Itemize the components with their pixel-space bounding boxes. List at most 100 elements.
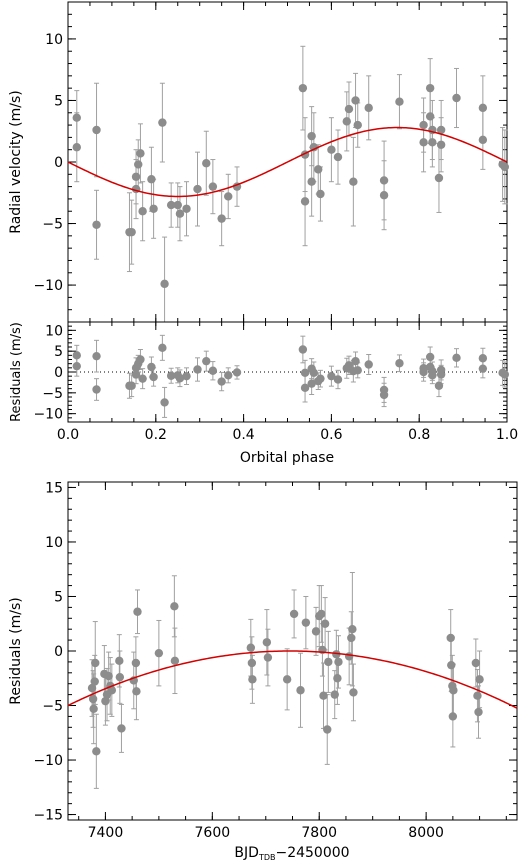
data-point [333, 674, 342, 683]
data-point [317, 609, 326, 619]
data-point [446, 633, 455, 643]
rv-errorbars [74, 45, 508, 323]
data-point [425, 352, 435, 362]
data-point [72, 351, 81, 360]
data-point [154, 648, 164, 658]
data-point [166, 200, 176, 210]
data-point [436, 125, 446, 135]
data-point [428, 366, 437, 376]
res-ytick-label: 5 [54, 344, 63, 360]
data-point [347, 633, 356, 643]
xlabel-offset: −2450000 [275, 845, 349, 861]
data-point [202, 159, 211, 168]
data-point [334, 657, 343, 667]
data-point [344, 104, 354, 114]
data-point [296, 686, 305, 695]
data-point [300, 197, 310, 206]
data-point [149, 372, 158, 382]
time-ytick-label: −10 [33, 753, 63, 769]
data-point [449, 686, 458, 695]
data-point [448, 712, 458, 721]
data-point [298, 345, 308, 354]
residuals-phase-ylabel: Residuals (m/s) [9, 322, 24, 422]
data-point [316, 189, 325, 199]
residuals-time-panel: Residuals (m/s) BJDTDB−2450000 7400 7600 7… [8, 480, 518, 862]
res-xtick-label: 0.4 [232, 427, 254, 443]
data-point [500, 370, 510, 379]
data-point [72, 143, 81, 152]
data-point [208, 366, 218, 375]
data-point [344, 361, 354, 370]
data-point [395, 97, 404, 106]
data-point [217, 214, 226, 223]
data-point [300, 383, 310, 393]
data-point [425, 83, 435, 93]
res-xtick-label: 0.6 [320, 427, 342, 443]
time-ytick-label: −15 [33, 808, 63, 824]
data-point [90, 677, 99, 686]
rv-ytick-label: 5 [54, 93, 63, 109]
data-point [327, 145, 336, 154]
time-ytick-label: −5 [42, 699, 63, 715]
data-point [379, 390, 389, 400]
data-point [182, 371, 191, 381]
data-point [342, 117, 351, 126]
data-point [87, 683, 97, 693]
data-point [332, 650, 341, 659]
data-point [136, 149, 145, 158]
res-ytick-label: −5 [42, 386, 63, 402]
data-point [158, 343, 167, 353]
data-point [452, 93, 461, 103]
data-point [452, 353, 461, 363]
data-point [170, 602, 179, 611]
data-point [104, 671, 113, 681]
data-point [364, 360, 373, 369]
data-point [131, 658, 141, 668]
data-point [330, 690, 339, 699]
res-xtick-label: 0.0 [57, 427, 79, 443]
residuals-time-model-curve [67, 650, 518, 709]
data-point [158, 118, 167, 127]
data-point [127, 381, 136, 390]
data-point [160, 398, 169, 407]
data-point [136, 355, 145, 364]
data-point [131, 172, 141, 181]
data-point [379, 176, 389, 185]
data-point [138, 374, 147, 383]
rv-ytick-label: −10 [33, 278, 63, 294]
data-point [92, 351, 101, 361]
data-point [224, 192, 233, 201]
data-point [247, 658, 257, 668]
data-point [314, 165, 323, 174]
data-point [311, 627, 321, 636]
data-point [307, 177, 316, 186]
data-point [72, 361, 81, 371]
data-point [175, 209, 185, 218]
data-point [351, 96, 360, 105]
data-point [217, 377, 226, 386]
data-point [419, 120, 428, 130]
data-point [175, 374, 185, 383]
data-point [348, 624, 357, 634]
data-point [72, 113, 81, 122]
rv-ylabel: Radial velocity (m/s) [8, 90, 24, 233]
residuals-phase-panel: Residuals (m/s) Orbital phase 0.0 0.2 0.4 0… [9, 321, 518, 466]
data-point [170, 656, 180, 666]
data-point [132, 687, 141, 696]
data-point [298, 83, 308, 93]
residuals-time-ylabel: Residuals (m/s) [8, 597, 24, 704]
data-point [91, 658, 100, 668]
data-point [419, 364, 428, 373]
data-point [349, 688, 358, 697]
time-ytick-label: 15 [45, 480, 63, 496]
data-point [327, 371, 336, 381]
data-point [478, 364, 488, 373]
data-point [115, 656, 124, 666]
res-ytick-label: 0 [54, 365, 63, 381]
data-point [379, 191, 389, 200]
data-point [182, 204, 191, 213]
data-point [475, 675, 484, 684]
data-point [133, 607, 142, 616]
data-point [117, 724, 126, 733]
